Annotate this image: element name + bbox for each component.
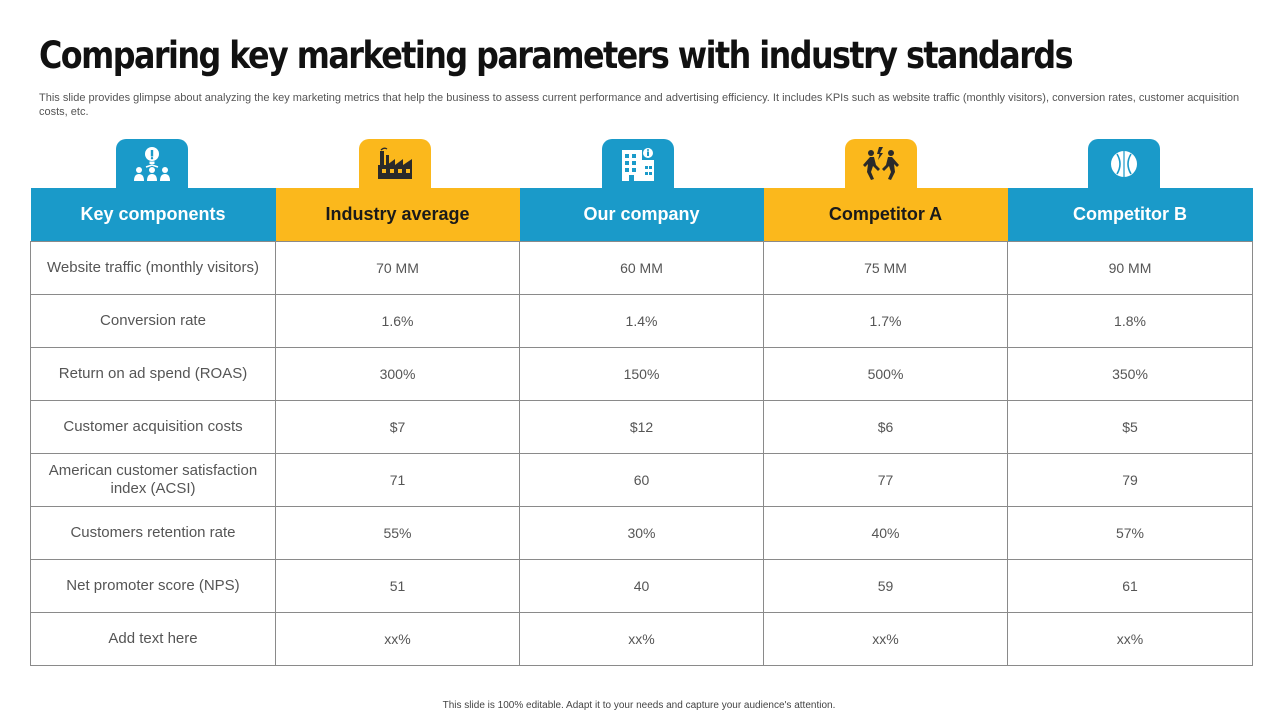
icon-tab-industry-average [359, 139, 431, 189]
factory-icon [378, 147, 412, 179]
table-cell: $12 [519, 399, 764, 454]
table-cell: 61 [1007, 558, 1253, 613]
table-cell: 500% [763, 346, 1008, 401]
table-cell: 40% [763, 505, 1008, 560]
row-label: Net promoter score (NPS) [30, 558, 276, 613]
office-building-icon [622, 148, 654, 181]
table-cell: 150% [519, 346, 764, 401]
table-row: Website traffic (monthly visitors) 70 MM… [30, 240, 1253, 295]
table-cell: xx% [1007, 611, 1253, 666]
table-row: Customer acquisition costs $7 $12 $6 $5 [30, 399, 1253, 454]
table-cell: 57% [1007, 505, 1253, 560]
table-cell: 77 [763, 452, 1008, 507]
row-label: American customer satisfaction index (AC… [30, 452, 276, 507]
row-label: Add text here [30, 611, 276, 666]
table-cell: 300% [275, 346, 520, 401]
row-label: Return on ad spend (ROAS) [30, 346, 276, 401]
header-key-components: Key components [30, 188, 276, 241]
slide-subtitle: This slide provides glimpse about analyz… [39, 92, 1240, 118]
table-cell: 59 [763, 558, 1008, 613]
table-cell: 40 [519, 558, 764, 613]
table-row: Return on ad spend (ROAS) 300% 150% 500%… [30, 346, 1253, 401]
table-cell: 350% [1007, 346, 1253, 401]
table-cell: $7 [275, 399, 520, 454]
table-row: Conversion rate 1.6% 1.4% 1.7% 1.8% [30, 293, 1253, 348]
header-our-company: Our company [519, 188, 764, 241]
header-competitor-b: Competitor B [1007, 188, 1253, 241]
slide-title: Comparing key marketing parameters with … [39, 34, 1074, 77]
table-cell: 55% [275, 505, 520, 560]
table-row: American customer satisfaction index (AC… [30, 452, 1253, 507]
table-cell: 71 [275, 452, 520, 507]
icon-tab-key-components [116, 139, 188, 189]
table-cell: 60 MM [519, 240, 764, 295]
table-cell: 1.7% [763, 293, 1008, 348]
table-row: Add text here xx% xx% xx% xx% [30, 611, 1253, 666]
table-cell: xx% [275, 611, 520, 666]
idea-team-icon [134, 147, 170, 181]
row-label: Customer acquisition costs [30, 399, 276, 454]
table-cell: 51 [275, 558, 520, 613]
table-cell: 30% [519, 505, 764, 560]
table-cell: xx% [519, 611, 764, 666]
table-cell: 70 MM [275, 240, 520, 295]
table-cell: 90 MM [1007, 240, 1253, 295]
competition-icon [863, 147, 899, 180]
comparison-table: Key components Industry average Our comp… [30, 188, 1253, 666]
table-cell: 1.6% [275, 293, 520, 348]
row-label: Customers retention rate [30, 505, 276, 560]
table-row: Customers retention rate 55% 30% 40% 57% [30, 505, 1253, 560]
icon-tab-competitor-b [1088, 139, 1160, 189]
header-competitor-a: Competitor A [763, 188, 1008, 241]
table-cell: 1.4% [519, 293, 764, 348]
icon-tab-our-company [602, 139, 674, 189]
icon-tab-competitor-a [845, 139, 917, 189]
header-industry-average: Industry average [275, 188, 520, 241]
table-cell: 1.8% [1007, 293, 1253, 348]
table-cell: 79 [1007, 452, 1253, 507]
table-row: Net promoter score (NPS) 51 40 59 61 [30, 558, 1253, 613]
row-label: Website traffic (monthly visitors) [30, 240, 276, 295]
sport-ball-icon [1111, 151, 1137, 177]
table-cell: $6 [763, 399, 1008, 454]
table-header-row: Key components Industry average Our comp… [30, 188, 1253, 241]
table-cell: xx% [763, 611, 1008, 666]
row-label: Conversion rate [30, 293, 276, 348]
table-cell: 60 [519, 452, 764, 507]
table-cell: 75 MM [763, 240, 1008, 295]
slide-footer: This slide is 100% editable. Adapt it to… [442, 700, 836, 711]
table-cell: $5 [1007, 399, 1253, 454]
